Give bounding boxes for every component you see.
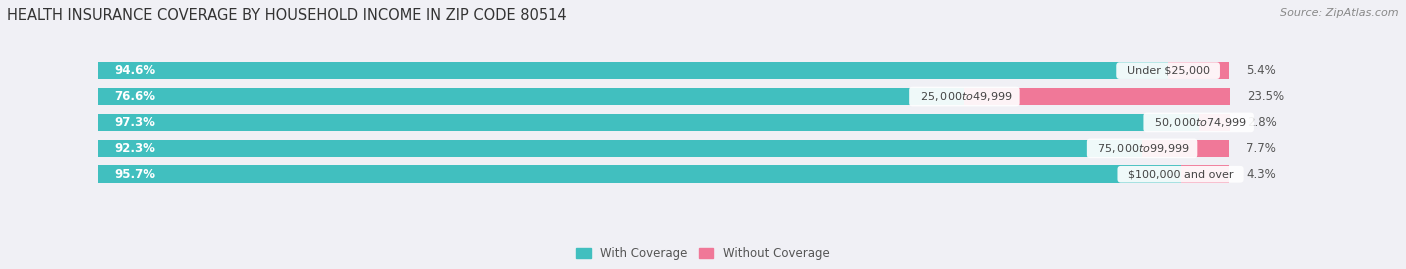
Bar: [1199, 114, 1230, 131]
Legend: With Coverage, Without Coverage: With Coverage, Without Coverage: [572, 242, 834, 265]
Text: Under $25,000: Under $25,000: [1119, 66, 1216, 76]
Text: 7.7%: 7.7%: [1246, 142, 1277, 155]
Text: 97.3%: 97.3%: [114, 116, 156, 129]
Bar: [97, 140, 1142, 157]
Text: $50,000 to $74,999: $50,000 to $74,999: [1147, 116, 1250, 129]
Text: 95.7%: 95.7%: [114, 168, 156, 181]
Text: 4.3%: 4.3%: [1246, 168, 1277, 181]
Text: Source: ZipAtlas.com: Source: ZipAtlas.com: [1281, 8, 1399, 18]
Bar: [97, 165, 1229, 183]
Text: HEALTH INSURANCE COVERAGE BY HOUSEHOLD INCOME IN ZIP CODE 80514: HEALTH INSURANCE COVERAGE BY HOUSEHOLD I…: [7, 8, 567, 23]
Bar: [97, 114, 1229, 131]
Text: $25,000 to $49,999: $25,000 to $49,999: [912, 90, 1017, 103]
Text: $100,000 and over: $100,000 and over: [1121, 169, 1240, 179]
Text: 2.8%: 2.8%: [1247, 116, 1277, 129]
Text: 23.5%: 23.5%: [1247, 90, 1285, 103]
Bar: [97, 88, 1229, 105]
Bar: [97, 62, 1229, 79]
Bar: [97, 165, 1181, 183]
Text: 92.3%: 92.3%: [114, 142, 156, 155]
Bar: [1168, 62, 1229, 79]
Text: 94.6%: 94.6%: [114, 64, 156, 77]
Bar: [97, 114, 1199, 131]
Bar: [965, 88, 1230, 105]
Bar: [1181, 165, 1229, 183]
Bar: [97, 62, 1168, 79]
Text: 76.6%: 76.6%: [114, 90, 156, 103]
Bar: [1142, 140, 1229, 157]
Text: 5.4%: 5.4%: [1246, 64, 1277, 77]
Text: $75,000 to $99,999: $75,000 to $99,999: [1090, 142, 1194, 155]
Bar: [97, 140, 1229, 157]
Bar: [97, 88, 965, 105]
